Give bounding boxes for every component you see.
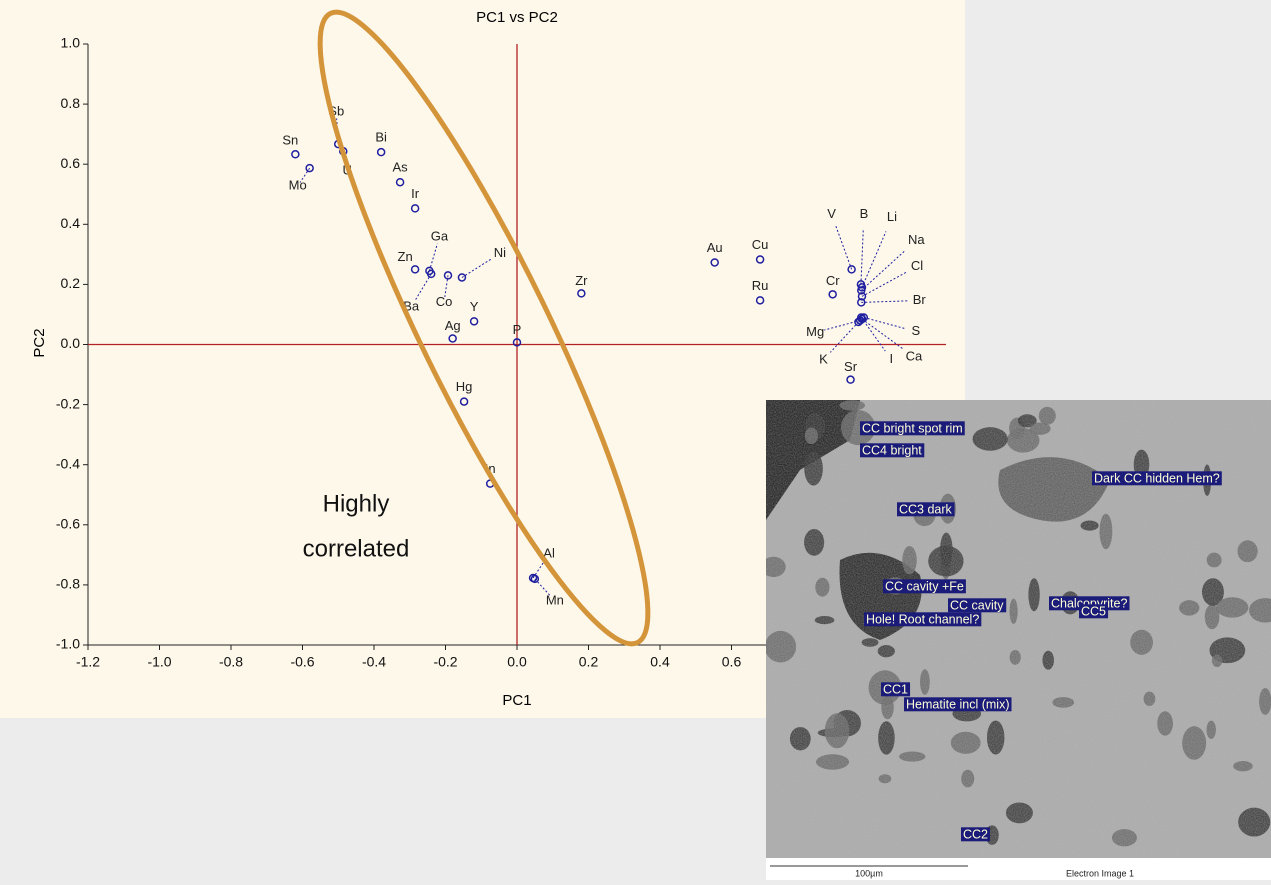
- point-label: Cu: [752, 237, 769, 252]
- x-tick-label: -0.2: [433, 654, 457, 670]
- point-label: Cr: [826, 273, 840, 288]
- point-label: Co: [436, 294, 453, 309]
- texture: [766, 400, 1271, 858]
- y-tick-label: 0.4: [61, 215, 81, 231]
- point-label: Na: [908, 232, 925, 247]
- point-label: Ru: [752, 278, 769, 293]
- point-label: As: [393, 160, 409, 175]
- point-label: Ni: [494, 245, 506, 260]
- point-label: Br: [913, 292, 927, 307]
- image-label: Dark CC hidden Hem?: [1094, 471, 1220, 485]
- point-label: Bi: [375, 130, 387, 145]
- annotation: correlated: [303, 535, 410, 562]
- x-tick-label: -1.0: [147, 654, 171, 670]
- point-label: B: [860, 206, 869, 221]
- point-label: Au: [707, 240, 723, 255]
- x-tick-label: -1.2: [76, 654, 100, 670]
- image-label: Hole! Root channel?: [866, 612, 979, 626]
- y-tick-label: 1.0: [61, 35, 81, 51]
- point-label: Mn: [546, 592, 564, 607]
- x-axis-label: PC1: [502, 692, 531, 709]
- annotation: Highly: [323, 490, 390, 517]
- page: {"chart_data": {"type": "scatter", "titl…: [0, 0, 1271, 880]
- point-label: Li: [887, 209, 897, 224]
- image-label: CC4 bright: [862, 443, 922, 457]
- point-label: Sn: [282, 133, 298, 148]
- image-label: CC1: [883, 682, 908, 696]
- slide: PC1 vs PC2 PC1 PC2 1.0 0.8 0.6 0.4 0.2 0.0 -0.…: [0, 0, 1271, 880]
- point-label: Ir: [411, 186, 420, 201]
- y-axis-label: PC2: [31, 328, 48, 357]
- x-tick-label: 0.2: [579, 654, 599, 670]
- image-label: CC cavity: [950, 598, 1004, 612]
- chart-title: PC1 vs PC2: [476, 9, 558, 26]
- image-label: CC cavity +Fe: [885, 579, 964, 593]
- y-tick-label: 0.2: [61, 275, 81, 291]
- point-label: Cl: [911, 258, 923, 273]
- image-label: Hematite incl (mix): [906, 697, 1010, 711]
- point-label: Ag: [445, 318, 461, 333]
- x-tick-label: 0.0: [507, 654, 527, 670]
- point-label: Ca: [906, 348, 923, 363]
- y-tick-label: 0.6: [61, 155, 81, 171]
- point-label: K: [819, 351, 828, 366]
- image-caption: Electron Image 1: [1066, 868, 1134, 878]
- x-tick-label: -0.6: [290, 654, 314, 670]
- point-label: Zr: [575, 273, 588, 288]
- y-tick-label: -1.0: [56, 636, 80, 652]
- point-label: V: [827, 206, 836, 221]
- image-label: CC3 dark: [899, 502, 953, 516]
- point-label: Y: [470, 299, 479, 314]
- scale-label: 100µm: [855, 868, 883, 878]
- x-tick-label: -0.8: [219, 654, 243, 670]
- point-label: P: [513, 322, 522, 337]
- image-label: CC2: [963, 827, 988, 841]
- y-tick-label: -0.4: [56, 455, 80, 471]
- point-label: Zn: [398, 249, 413, 264]
- y-tick-label: -0.2: [56, 395, 80, 411]
- point-label: S: [911, 323, 920, 338]
- image-label: CC5: [1081, 604, 1106, 618]
- y-tick-label: 0.0: [61, 335, 81, 351]
- electron-image: 100µm Electron Image 1 CC bright spot ri…: [761, 400, 1271, 880]
- point-label: Mo: [289, 178, 307, 193]
- y-tick-label: -0.8: [56, 576, 80, 592]
- image-label: CC bright spot rim: [862, 421, 963, 435]
- x-tick-label: 0.6: [722, 654, 742, 670]
- point-label: Hg: [456, 379, 473, 394]
- point-label: Ga: [431, 228, 449, 243]
- x-tick-label: 0.4: [650, 654, 670, 670]
- y-tick-label: 0.8: [61, 95, 81, 111]
- point-label: I: [889, 351, 893, 366]
- y-tick-label: -0.6: [56, 516, 80, 532]
- point-label: Sr: [844, 359, 858, 374]
- x-tick-label: -0.4: [362, 654, 386, 670]
- point-label: Mg: [806, 324, 824, 339]
